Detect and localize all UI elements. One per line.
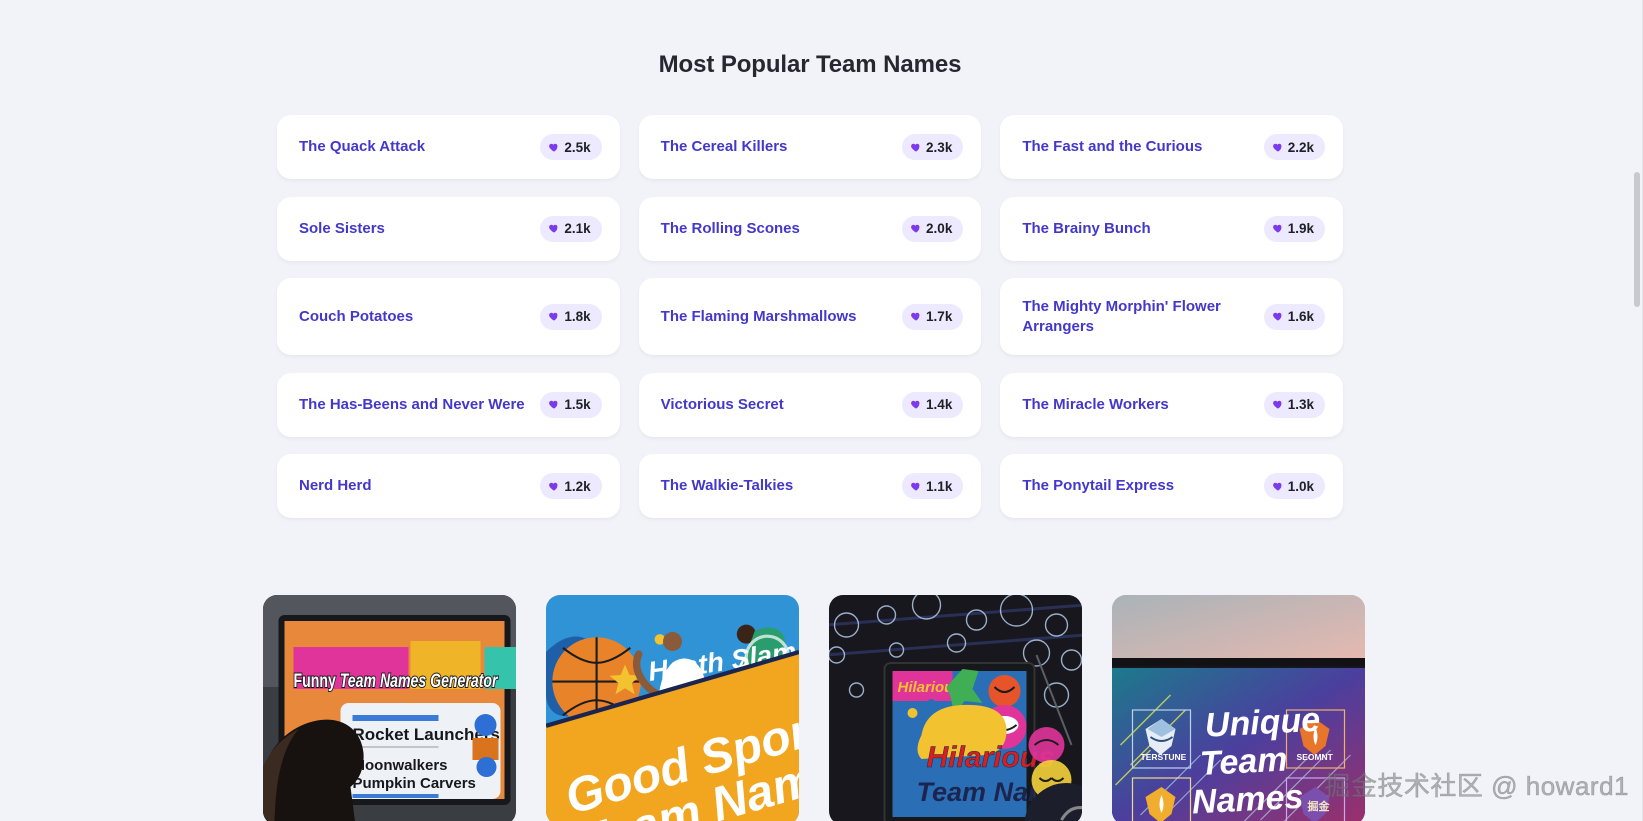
svg-text:Names: Names (1191, 778, 1304, 821)
svg-text:TERSTUNE: TERSTUNE (1141, 752, 1187, 762)
svg-text:SEOMNT: SEOMNT (1297, 752, 1334, 762)
svg-text:Team: Team (1199, 740, 1288, 783)
svg-text:Unique: Unique (1204, 701, 1321, 745)
svg-text:Pumpkin Carvers: Pumpkin Carvers (353, 775, 476, 792)
svg-text:Moonwalkers: Moonwalkers (353, 757, 448, 774)
svg-text:Funny Team Names Generator: Funny Team Names Generator (294, 671, 499, 692)
